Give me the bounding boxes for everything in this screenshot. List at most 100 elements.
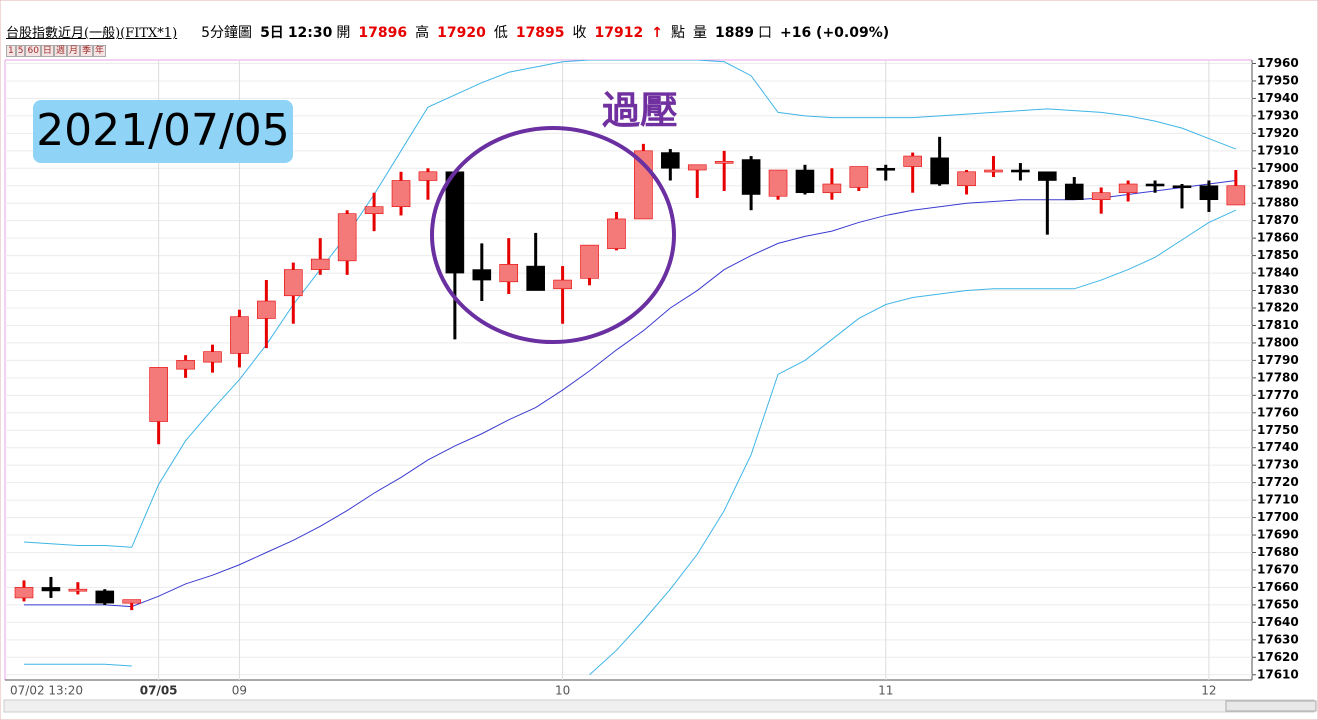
y-tick-label: 17880 — [1257, 196, 1299, 210]
candle-body — [68, 588, 88, 592]
header-item: 口 — [757, 25, 772, 41]
candle-body — [822, 183, 842, 194]
candle-body — [230, 316, 249, 354]
header-item: 5日 — [260, 25, 284, 41]
header-item: 1889 — [715, 25, 754, 41]
period-button[interactable]: 月 — [66, 45, 80, 57]
band-line — [24, 663, 132, 667]
y-tick-label: 17640 — [1257, 615, 1299, 629]
y-tick-label: 17670 — [1257, 562, 1299, 576]
header-item: ↑ — [651, 25, 663, 41]
x-tick-label: 07/02 13:20 — [10, 684, 83, 698]
y-tick-label: 17620 — [1257, 650, 1299, 664]
header-item: 低 — [493, 25, 508, 41]
candle-body — [337, 213, 357, 262]
candle-body — [283, 269, 303, 297]
candle-body — [418, 171, 438, 181]
candle-body — [768, 169, 788, 197]
candle-body — [472, 269, 492, 281]
y-tick-label: 17840 — [1257, 266, 1299, 280]
candle-body — [607, 218, 626, 249]
scrollbar[interactable] — [3, 699, 1315, 713]
header-item: 開 — [336, 25, 351, 41]
y-tick-label: 17790 — [1257, 353, 1299, 367]
candle-body — [1145, 183, 1165, 187]
date-annotation: 2021/07/05 — [36, 105, 290, 156]
y-tick-label: 17780 — [1257, 370, 1299, 384]
candle-body — [1064, 183, 1084, 201]
y-tick-label: 17720 — [1257, 475, 1299, 489]
candle-body — [1172, 185, 1192, 189]
candle-body — [741, 159, 761, 195]
header-item: 17896 — [358, 25, 408, 41]
y-tick-label: 17870 — [1257, 213, 1299, 227]
x-tick-label: 09 — [232, 684, 247, 698]
y-tick-label: 17910 — [1257, 143, 1299, 157]
y-tick-label: 17730 — [1257, 458, 1299, 472]
y-tick-label: 17610 — [1257, 667, 1299, 681]
candle-body — [41, 587, 61, 592]
band-line — [589, 209, 1237, 676]
candle-body — [876, 167, 896, 171]
header: 台股指數近月(一般)(FITX*1) 5分鐘圖 5日 12:30 開 17896 高 1792… — [6, 22, 893, 42]
highlight-circle — [430, 126, 676, 344]
y-tick-label: 17760 — [1257, 405, 1299, 419]
y-tick-label: 17890 — [1257, 178, 1299, 192]
candle-body — [957, 171, 976, 187]
period-button[interactable]: 年 — [92, 45, 106, 57]
candle-body — [14, 587, 34, 599]
candle-body — [526, 265, 545, 291]
x-tick-label: 10 — [555, 684, 570, 698]
candle-body — [149, 367, 168, 422]
header-item: 12:30 — [287, 25, 333, 41]
y-tick-label: 17690 — [1257, 528, 1299, 542]
candle-body — [687, 164, 707, 171]
candle-body — [310, 258, 330, 270]
period-button[interactable]: 5 — [15, 45, 26, 57]
candle-body — [849, 166, 869, 188]
y-tick-label: 17770 — [1257, 388, 1299, 402]
period-button[interactable]: 日 — [40, 45, 54, 57]
candle-body — [1199, 185, 1219, 201]
candle-body — [580, 244, 599, 279]
y-tick-label: 17680 — [1257, 545, 1299, 559]
candle-body — [257, 300, 276, 319]
header-item: +16 (+0.09%) — [779, 25, 890, 41]
candle-body — [903, 155, 922, 167]
y-tick-label: 17750 — [1257, 423, 1299, 437]
period-button[interactable]: 週 — [53, 45, 67, 57]
y-tick-label: 17960 — [1257, 56, 1299, 70]
x-tick-label: 12 — [1201, 684, 1216, 698]
period-button[interactable]: 1 — [6, 45, 16, 57]
candle-body — [391, 180, 411, 208]
period-buttons: 1 5 60 日週月季年 — [6, 45, 106, 57]
date-box — [33, 100, 293, 163]
toolbar-icons[interactable] — [1225, 700, 1317, 712]
header-item: 收 — [572, 25, 587, 41]
y-tick-label: 17710 — [1257, 493, 1299, 507]
header-item: 高 — [415, 25, 430, 41]
period-button[interactable]: 季 — [79, 45, 93, 57]
y-tick-label: 17860 — [1257, 231, 1299, 245]
candle-body — [1091, 192, 1111, 201]
candle-body — [203, 351, 222, 363]
x-tick-label: 07/05 — [140, 684, 178, 698]
header-item: 17895 — [515, 25, 565, 41]
candle-body — [122, 599, 142, 604]
y-tick-label: 17630 — [1257, 632, 1299, 646]
y-tick-label: 17950 — [1257, 73, 1299, 87]
candle-body — [1038, 171, 1057, 181]
candle-body — [95, 590, 115, 604]
candle-body — [364, 206, 384, 214]
candle-body — [445, 171, 465, 274]
y-tick-label: 17740 — [1257, 440, 1299, 454]
period-button[interactable]: 60 — [25, 45, 41, 57]
candle-body — [634, 150, 653, 220]
band-line — [23, 60, 1237, 548]
y-tick-label: 17700 — [1257, 510, 1299, 524]
y-tick-label: 17900 — [1257, 161, 1299, 175]
y-tick-label: 17850 — [1257, 248, 1299, 262]
candle-body — [795, 169, 815, 194]
